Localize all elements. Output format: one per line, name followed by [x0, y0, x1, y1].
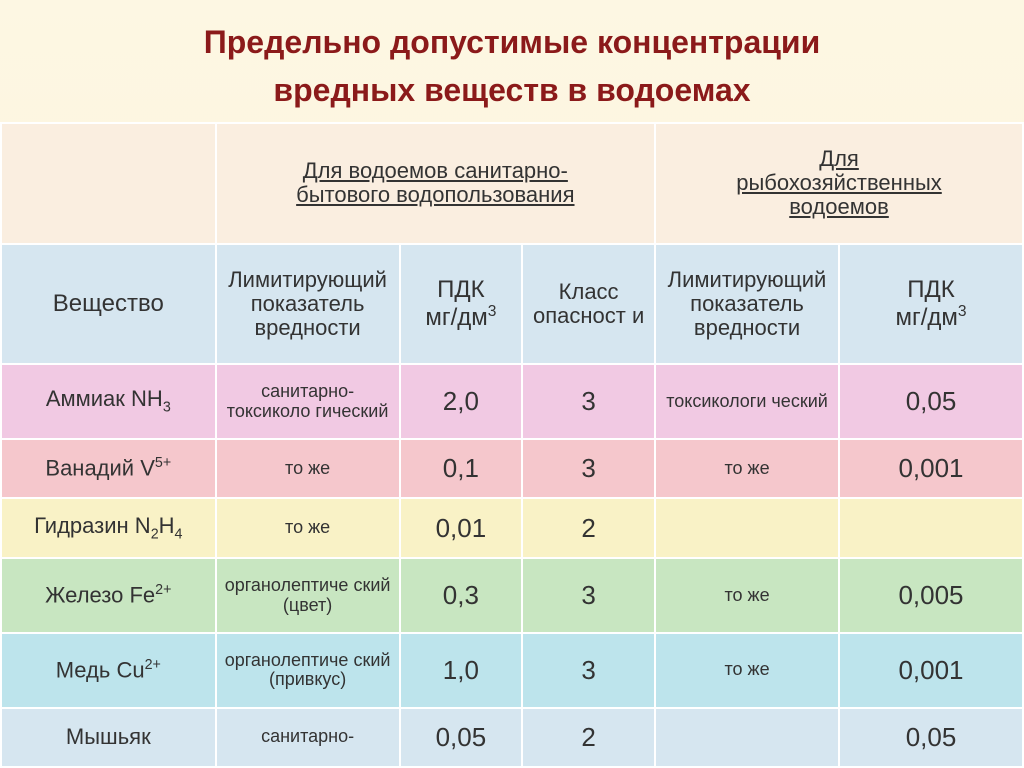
substance-name: Ванадий V5+ — [1, 439, 216, 498]
slide-title: Предельно допустимые концентрации вредны… — [0, 0, 1024, 122]
pdk-1: 0,01 — [400, 498, 523, 558]
table-row: Аммиак NH3санитарно-токсиколо гический2,… — [1, 364, 1023, 439]
col-hazard: Класс опасност и — [522, 244, 655, 365]
pdk-1: 2,0 — [400, 364, 523, 439]
title-line-2: вредных веществ в водоемах — [273, 72, 750, 108]
limiting-2: то же — [655, 633, 839, 708]
col-pdk-1: ПДКмг/дм3 — [400, 244, 523, 365]
header-row-columns: ВеществоЛимитирующий показатель вредност… — [1, 244, 1023, 365]
pdk-1: 1,0 — [400, 633, 523, 708]
pdk-2: 0,05 — [839, 364, 1023, 439]
pdk-2: 0,001 — [839, 439, 1023, 498]
hazard-class: 2 — [522, 498, 655, 558]
limiting-2: то же — [655, 439, 839, 498]
pdk-1: 0,1 — [400, 439, 523, 498]
table-row: Медь Cu2+органолептиче ский (привкус)1,0… — [1, 633, 1023, 708]
col-pdk-2: ПДКмг/дм3 — [839, 244, 1023, 365]
limiting-1: санитарно- — [216, 708, 400, 767]
pdk-2 — [839, 498, 1023, 558]
pdk-2: 0,05 — [839, 708, 1023, 767]
col-substance: Вещество — [1, 244, 216, 365]
table-row: Ванадий V5+то же0,13то же0,001 — [1, 439, 1023, 498]
limiting-1: то же — [216, 498, 400, 558]
substance-name: Медь Cu2+ — [1, 633, 216, 708]
table-row: Мышьяксанитарно-0,0520,05 — [1, 708, 1023, 767]
substance-name: Гидразин N2H4 — [1, 498, 216, 558]
substance-name: Мышьяк — [1, 708, 216, 767]
limiting-1: органолептиче ский (привкус) — [216, 633, 400, 708]
hazard-class: 2 — [522, 708, 655, 767]
pdk-2: 0,005 — [839, 558, 1023, 633]
header-group-sanitary: Для водоемов санитарно-бытового водополь… — [216, 123, 655, 244]
limiting-1: санитарно-токсиколо гический — [216, 364, 400, 439]
substance-name: Аммиак NH3 — [1, 364, 216, 439]
header-group-fishery: Длярыбохозяйственныхводоемов — [655, 123, 1023, 244]
table-row: Гидразин N2H4то же0,012 — [1, 498, 1023, 558]
hazard-class: 3 — [522, 558, 655, 633]
header-empty — [1, 123, 216, 244]
limiting-2: то же — [655, 558, 839, 633]
pdk-table: Для водоемов санитарно-бытового водополь… — [0, 122, 1024, 768]
limiting-1: органолептиче ский (цвет) — [216, 558, 400, 633]
substance-name: Железо Fe2+ — [1, 558, 216, 633]
pdk-1: 0,3 — [400, 558, 523, 633]
hazard-class: 3 — [522, 439, 655, 498]
hazard-class: 3 — [522, 633, 655, 708]
pdk-2: 0,001 — [839, 633, 1023, 708]
col-limiting-1: Лимитирующий показатель вредности — [216, 244, 400, 365]
pdk-1: 0,05 — [400, 708, 523, 767]
col-limiting-2: Лимитирующий показатель вредности — [655, 244, 839, 365]
limiting-1: то же — [216, 439, 400, 498]
slide: Предельно допустимые концентрации вредны… — [0, 0, 1024, 768]
limiting-2 — [655, 498, 839, 558]
header-row-groups: Для водоемов санитарно-бытового водополь… — [1, 123, 1023, 244]
limiting-2 — [655, 708, 839, 767]
title-line-1: Предельно допустимые концентрации — [204, 24, 821, 60]
limiting-2: токсикологи ческий — [655, 364, 839, 439]
table-row: Железо Fe2+органолептиче ский (цвет)0,33… — [1, 558, 1023, 633]
hazard-class: 3 — [522, 364, 655, 439]
